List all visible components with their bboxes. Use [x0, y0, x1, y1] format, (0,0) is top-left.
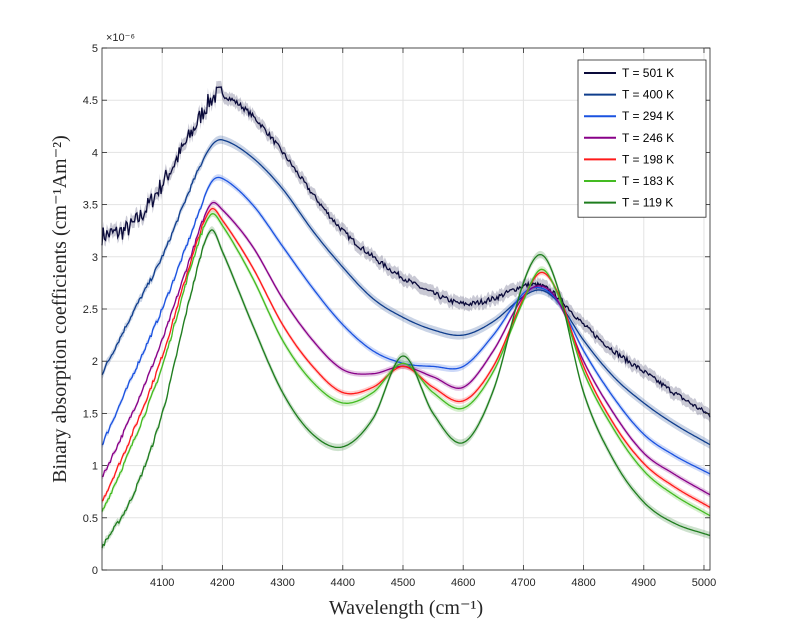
- y-tick-label: 0.5: [83, 513, 98, 525]
- grid-lines: [102, 47, 710, 571]
- y-tick-label: 1.5: [83, 408, 98, 420]
- legend: T = 501 K T = 400 K T = 294 K T = 246 K T = …: [577, 59, 707, 218]
- y-axis-ticks: 0 0.5 1 1.5 2 2.5 3 3.5 4 4.5 5: [83, 43, 710, 577]
- y-tick-label: 4: [92, 147, 98, 159]
- y-tick-label: 5: [92, 43, 98, 55]
- legend-label-0: T = 501 K: [622, 66, 674, 80]
- y-tick-label: 3: [92, 252, 98, 264]
- x-tick-label: 4700: [511, 577, 535, 589]
- uncertainty-bands: [102, 80, 710, 552]
- y-tick-label: 1: [92, 461, 98, 473]
- x-axis-ticks: 4100 4200 4300 4400 4500 4600 4700 4800 4900 5000: [150, 48, 716, 589]
- legend-label-5: T = 183 K: [622, 174, 674, 188]
- x-tick-label: 4600: [451, 577, 475, 589]
- legend-label-1: T = 400 K: [622, 88, 674, 102]
- y-tick-label: 2: [92, 356, 98, 368]
- x-tick-label: 4100: [150, 577, 174, 589]
- series-band-5: [102, 210, 710, 519]
- y-tick-label: 4.5: [83, 95, 98, 107]
- x-tick-label: 4500: [391, 577, 415, 589]
- x-tick-label: 4200: [210, 577, 234, 589]
- y-tick-label: 3.5: [83, 200, 98, 212]
- legend-label-3: T = 246 K: [622, 131, 674, 145]
- x-tick-label: 4400: [331, 577, 355, 589]
- y-tick-label: 0: [92, 565, 98, 577]
- legend-label-2: T = 294 K: [622, 109, 674, 123]
- y-axis-label: Binary absorption coefficients (cm⁻¹Am⁻²…: [49, 135, 71, 483]
- series-line-0: [101, 86, 711, 418]
- x-tick-label: 5000: [692, 577, 716, 589]
- series-lines: [101, 86, 711, 549]
- x-tick-label: 4300: [270, 577, 294, 589]
- legend-label-4: T = 198 K: [622, 152, 674, 166]
- series-line-1: [101, 139, 711, 446]
- x-tick-label: 4800: [571, 577, 595, 589]
- y-tick-label: 2.5: [83, 304, 98, 316]
- series-line-5: [101, 213, 711, 517]
- x-axis-label: Wavelength (cm⁻¹): [329, 597, 483, 619]
- series-line-4: [101, 207, 711, 508]
- x-tick-label: 4900: [632, 577, 656, 589]
- legend-label-6: T = 119 K: [622, 196, 673, 210]
- y-exponent-label: ×10⁻⁶: [106, 32, 135, 44]
- series-line-6: [101, 229, 711, 549]
